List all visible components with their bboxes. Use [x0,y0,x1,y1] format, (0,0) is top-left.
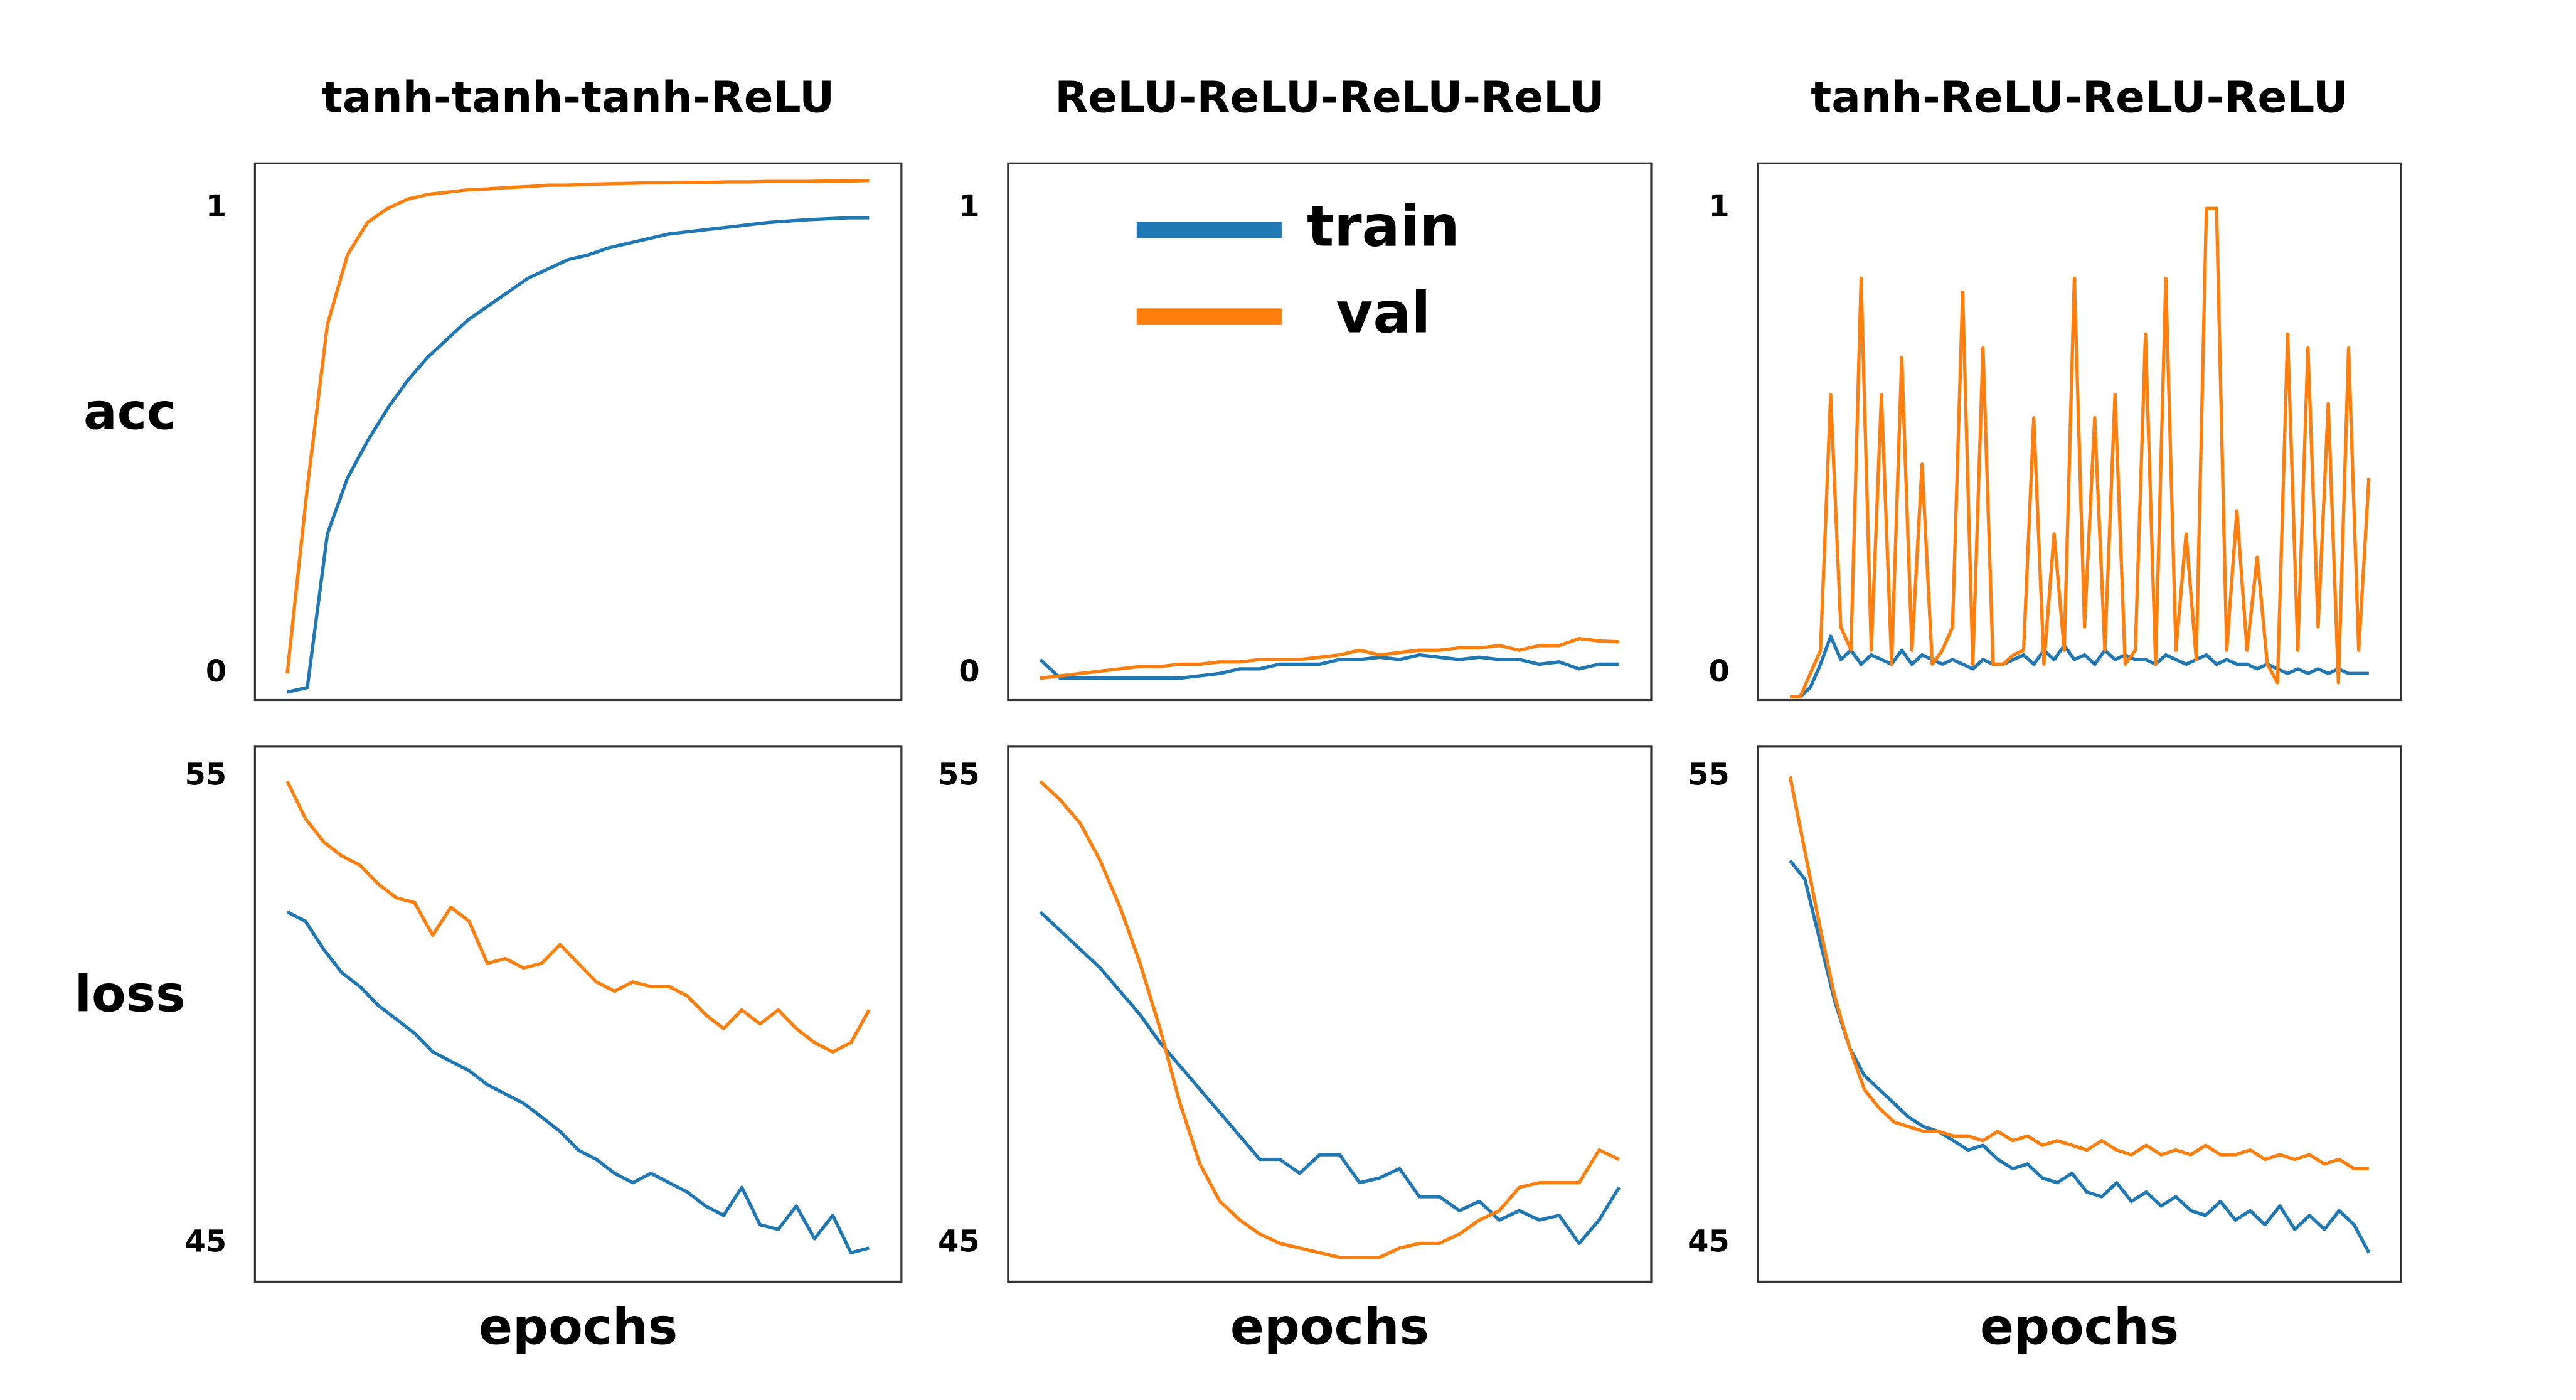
series-line [1790,634,2369,698]
x-axis-label: epochs [1230,1297,1429,1355]
series-line [287,216,870,694]
y-axis-label: acc [83,382,176,441]
plot-frame [1007,745,1653,1283]
series-line [285,780,871,1054]
subplot-title: ReLU-ReLU-ReLU-ReLU [1055,72,1604,122]
legend-label: val [1336,281,1431,346]
y-tick-label: 55 [185,757,227,792]
series-line [1039,779,1620,1259]
x-axis-label: epochs [1980,1297,2179,1355]
series-line [285,179,870,674]
y-axis-label: loss [75,965,186,1023]
subplot-title: tanh-ReLU-ReLU-ReLU [1811,72,2348,122]
plot-frame [253,745,903,1283]
series-line [1039,911,1621,1246]
y-tick-label: 55 [938,757,980,792]
series-line [1788,776,2369,1171]
series-line [1040,637,1619,680]
y-tick-label: 55 [1688,757,1730,792]
subplot-title: tanh-tanh-tanh-ReLU [322,72,834,122]
plot-frame [1757,162,2402,702]
series-line [1789,859,2371,1254]
series-line [1039,653,1619,680]
x-axis-label: epochs [479,1297,678,1355]
plot-frame [253,162,903,702]
y-tick-label: 1 [1709,190,1730,224]
y-tick-label: 45 [185,1224,227,1259]
y-tick-label: 0 [1709,655,1730,689]
series-line [286,910,870,1254]
y-tick-label: 0 [959,655,979,689]
plot-frame [1757,745,2402,1283]
y-tick-label: 0 [206,655,226,689]
y-tick-label: 45 [938,1224,980,1259]
y-tick-label: 1 [206,190,226,224]
plot-frame [1007,162,1653,702]
legend-label: train [1307,193,1460,259]
series-line [1790,206,2371,698]
y-tick-label: 1 [959,190,979,224]
y-tick-label: 45 [1688,1224,1730,1259]
